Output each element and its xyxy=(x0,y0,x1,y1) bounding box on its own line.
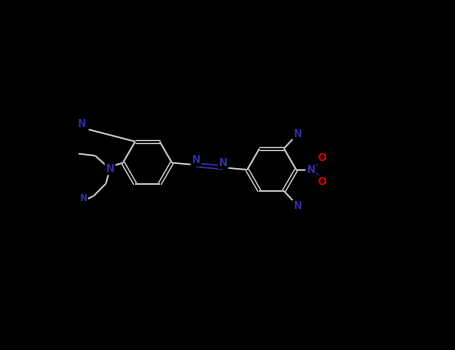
Text: N: N xyxy=(77,119,85,129)
Text: O: O xyxy=(317,177,326,187)
Text: N: N xyxy=(307,165,315,175)
Text: N: N xyxy=(293,201,301,211)
Text: N: N xyxy=(293,129,301,139)
Text: N: N xyxy=(106,164,114,174)
Text: O: O xyxy=(317,153,326,163)
Text: N: N xyxy=(192,155,200,166)
Text: N: N xyxy=(219,158,228,168)
Text: N: N xyxy=(79,194,87,203)
